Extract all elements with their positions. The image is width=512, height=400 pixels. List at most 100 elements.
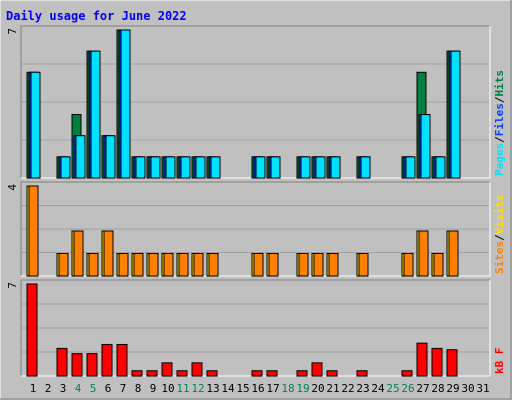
bar-sites-day-27: [418, 230, 429, 277]
bar-sites-day-29: [448, 230, 459, 277]
x-tick-label: 18: [281, 382, 294, 395]
bar-kb-f-day-3: [56, 347, 68, 377]
x-tick-label: 4: [75, 382, 82, 395]
bar-sites-day-23: [358, 253, 369, 277]
x-tick-label: 11: [176, 382, 189, 395]
bar-pages-day-19: [300, 156, 311, 179]
x-tick-label: 8: [135, 382, 142, 395]
bar-pages-day-29: [450, 50, 461, 179]
x-tick-label: 1: [30, 382, 37, 395]
x-tick-label: 16: [251, 382, 264, 395]
bar-sites-day-8: [133, 253, 144, 277]
bar-pages-day-11: [180, 156, 191, 179]
bar-kb-f-day-13: [206, 370, 218, 377]
legend-entry: Pages: [493, 143, 506, 176]
legend-separator: /: [493, 136, 506, 143]
x-tick-label: 2: [45, 382, 52, 395]
chart-panels: 7 4 7: [6, 25, 491, 377]
x-tick-label: 29: [446, 382, 459, 395]
bar-sites-day-7: [118, 253, 129, 277]
bar-sites-day-4: [73, 230, 84, 277]
legend-1: Pages/Files/Hits: [493, 70, 506, 176]
bar-sites-day-16: [253, 253, 264, 277]
bar-sites-day-17: [268, 253, 279, 277]
bar-pages-day-26: [405, 156, 416, 179]
panel-3: 7: [6, 279, 491, 377]
plot-bevel-dark: [20, 25, 490, 178]
x-tick-label: 3: [60, 382, 67, 395]
x-tick-label: 13: [206, 382, 219, 395]
bar-kb-f-day-28: [431, 347, 443, 377]
bar-pages-day-27: [420, 114, 431, 179]
bar-kb-f-day-19: [296, 370, 308, 377]
legend-text: Sites/Visits: [493, 195, 506, 275]
x-tick-label: 7: [120, 382, 127, 395]
bar-pages-day-7: [120, 29, 131, 179]
bar-sites-day-11: [178, 253, 189, 277]
x-tick-label: 27: [416, 382, 429, 395]
bar-pages-day-12: [195, 156, 206, 179]
bar-sites-day-12: [193, 253, 204, 277]
bar-kb-f-day-6: [101, 343, 113, 377]
legend-separator: /: [493, 234, 506, 241]
legend-entry: Sites: [493, 241, 506, 274]
bar-pages-day-4: [75, 135, 86, 179]
y-max-label: 7: [6, 282, 19, 289]
x-tick-label: 24: [371, 382, 385, 395]
bar-kb-f-day-21: [326, 370, 338, 377]
x-tick-label: 14: [221, 382, 235, 395]
bar-kb-f-day-7: [116, 343, 128, 377]
bar-sites-day-9: [148, 253, 159, 277]
plot-bevel-dark: [20, 181, 490, 276]
bar-kb-f-day-26: [401, 370, 413, 377]
bar-kb-f-day-27: [416, 342, 428, 377]
bar-kb-f-day-16: [251, 370, 263, 377]
legend-separator: /: [493, 96, 506, 103]
bar-pages-day-10: [165, 156, 176, 179]
bar-pages-day-3: [60, 156, 71, 179]
x-tick-label: 9: [150, 382, 157, 395]
bar-kb-f-day-9: [146, 370, 158, 377]
x-tick-label: 23: [356, 382, 369, 395]
bar-pages-day-1: [30, 71, 41, 179]
bar-kb-f-day-12: [191, 362, 203, 377]
bar-sites-day-13: [208, 253, 219, 277]
x-tick-label: 30: [461, 382, 474, 395]
plot-bevel-dark: [20, 279, 490, 376]
x-tick-label: 17: [266, 382, 279, 395]
panel-2: 4: [6, 181, 491, 277]
bar-kb-f-day-1: [26, 283, 38, 377]
bar-sites-day-28: [433, 253, 444, 277]
bar-kb-f-day-4: [71, 353, 83, 377]
bar-pages-day-23: [360, 156, 371, 179]
bar-sites-day-21: [328, 253, 339, 277]
x-tick-label: 10: [161, 382, 174, 395]
x-tick-label: 21: [326, 382, 339, 395]
bar-sites-day-26: [403, 253, 414, 277]
bar-pages-day-16: [255, 156, 266, 179]
x-tick-label: 25: [386, 382, 399, 395]
bar-pages-day-9: [150, 156, 161, 179]
x-tick-label: 12: [191, 382, 204, 395]
bar-kb-f-day-29: [446, 349, 458, 377]
bar-kb-f-day-10: [161, 362, 173, 377]
legend-text: kB F: [493, 348, 506, 375]
bar-pages-day-5: [90, 50, 101, 179]
legend-text: Pages/Files/Hits: [493, 70, 506, 176]
legend-3: kB F: [493, 348, 506, 375]
x-tick-label: 22: [341, 382, 354, 395]
bar-sites-day-19: [298, 253, 309, 277]
bar-kb-f-day-11: [176, 370, 188, 377]
legend-entry: kB F: [493, 348, 506, 375]
bar-pages-day-6: [105, 135, 116, 179]
bar-sites-day-10: [163, 253, 174, 277]
legend-entry: Visits: [493, 195, 506, 235]
bar-pages-day-13: [210, 156, 221, 179]
x-tick-label: 26: [401, 382, 414, 395]
x-axis-labels: 1 2 3 4 5 6 7 8 9 10 11 12 13 14 15 16 17 18 19 20 21 22 23 24 2…: [30, 382, 490, 395]
bar-sites-day-1: [28, 185, 39, 277]
bar-sites-day-20: [313, 253, 324, 277]
